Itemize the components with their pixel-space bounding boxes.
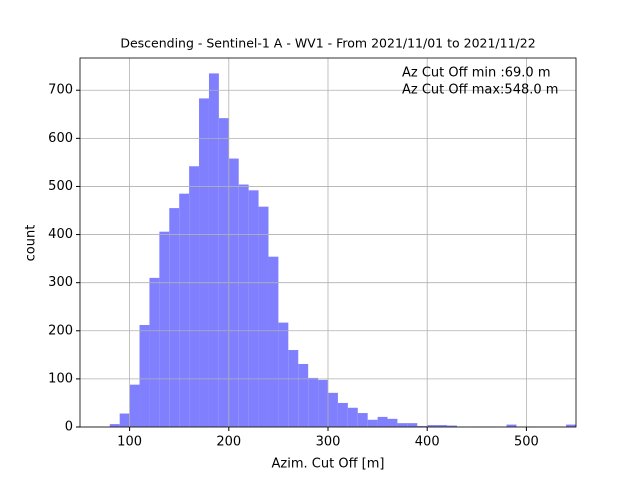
y-tick-label: 500: [48, 179, 73, 194]
bar: [129, 384, 140, 427]
bar: [149, 277, 160, 427]
bar: [506, 424, 517, 427]
y-tick-label: 600: [48, 131, 73, 146]
bar: [318, 379, 328, 427]
bar: [218, 118, 229, 427]
x-tick-label: 300: [316, 435, 341, 450]
bar: [427, 425, 438, 427]
x-tick-label: 400: [415, 435, 440, 450]
x-axis-label: Azim. Cut Off [m]: [272, 457, 385, 472]
bar: [248, 190, 259, 427]
bar: [397, 423, 408, 427]
bar: [377, 416, 388, 427]
bar: [139, 325, 150, 427]
bar: [328, 392, 338, 427]
bar: [208, 73, 219, 427]
bar: [159, 231, 170, 427]
bar: [387, 418, 398, 427]
chart-title: Descending - Sentinel-1 A - WV1 - From 2…: [120, 36, 535, 51]
y-tick-label: 200: [48, 323, 73, 338]
bar: [407, 423, 418, 427]
y-tick-label: 100: [48, 371, 73, 386]
bar: [189, 166, 200, 428]
x-tick-label: 100: [117, 435, 142, 450]
bar: [179, 193, 190, 427]
bar: [268, 256, 279, 427]
plot-frame: [79, 57, 577, 428]
y-tick-label: 300: [48, 275, 73, 290]
bar: [119, 413, 130, 427]
bar: [347, 407, 358, 427]
bar: [169, 208, 180, 427]
bar: [417, 426, 428, 427]
y-axis-label: count: [24, 225, 39, 262]
bar: [298, 363, 309, 427]
bar: [238, 184, 249, 427]
y-tick-label: 400: [48, 227, 73, 242]
bar: [308, 377, 319, 427]
bar: [258, 206, 269, 427]
bar: [437, 425, 448, 427]
y-tick-label: 0: [65, 420, 73, 435]
annotation: Az Cut Off max:548.0 m: [402, 83, 558, 98]
bar: [278, 322, 289, 427]
bar: [367, 419, 378, 427]
y-tick-label: 700: [48, 83, 73, 98]
bar: [566, 424, 576, 427]
bar: [288, 350, 299, 427]
bar: [109, 424, 120, 427]
bar: [337, 402, 348, 427]
x-tick-label: 200: [216, 435, 241, 450]
x-tick-label: 500: [514, 435, 539, 450]
bar: [357, 413, 368, 427]
bar: [228, 158, 239, 427]
bar: [199, 98, 209, 428]
bar: [447, 425, 457, 427]
annotation: Az Cut Off min :69.0 m: [402, 66, 550, 81]
